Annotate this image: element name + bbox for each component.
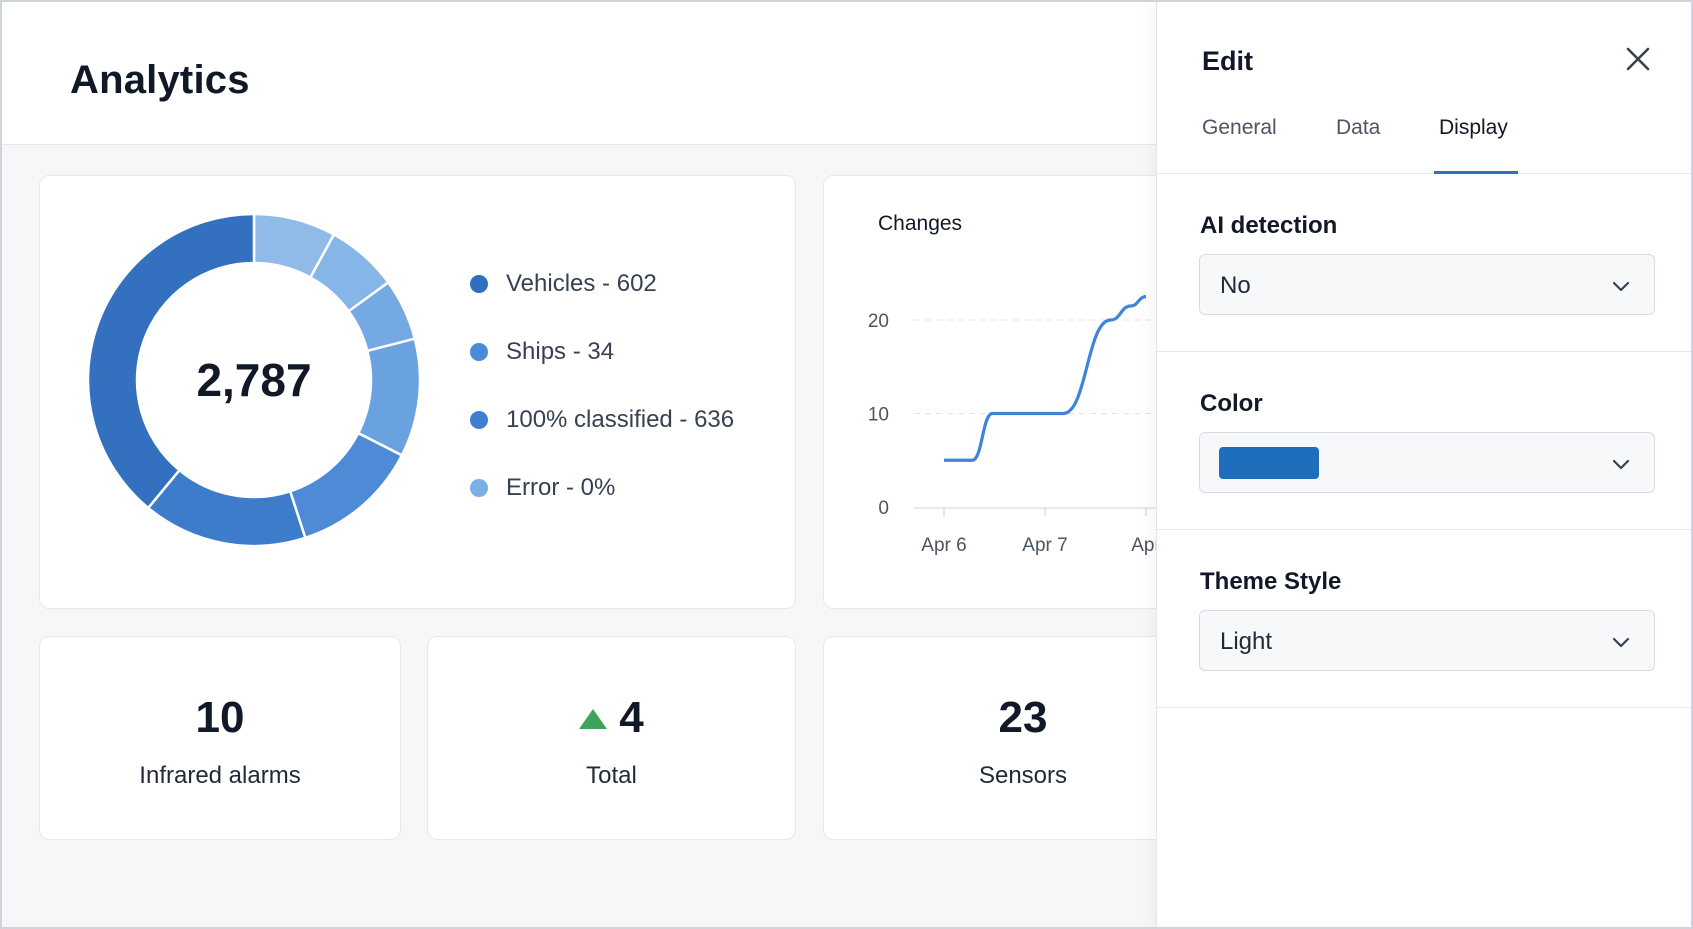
legend-dot-icon [470, 343, 488, 361]
tab-display[interactable]: Display [1439, 116, 1508, 139]
theme-style-section: Theme Style Light [1157, 530, 1691, 708]
select-value: Light [1220, 628, 1273, 655]
x-tick-label: Apr [1131, 535, 1161, 556]
legend-dot-icon [470, 411, 488, 429]
y-tick-label: 10 [868, 405, 889, 426]
close-icon[interactable] [1623, 44, 1653, 74]
legend-label: 100% classified - 636 [506, 406, 735, 433]
page-header: Analytics [2, 2, 1158, 145]
legend-label: Vehicles - 602 [506, 270, 657, 297]
panel-tabs: General Data Display [1157, 102, 1691, 174]
donut-segment [86, 212, 256, 510]
chevron-down-icon [1612, 459, 1630, 470]
panel-title: Edit [1202, 46, 1253, 76]
color-select[interactable] [1199, 432, 1655, 493]
x-tick-label: Apr 6 [921, 535, 966, 556]
theme-style-label: Theme Style [1200, 568, 1342, 595]
donut-total: 2,787 [196, 354, 312, 406]
donut-chart [86, 212, 422, 548]
y-tick-label: 20 [868, 311, 889, 332]
series-line [943, 295, 1147, 462]
color-section: Color [1157, 352, 1691, 530]
kpi-value-row: 10 [40, 693, 400, 743]
legend-item-error: Error - 0% [470, 454, 734, 522]
legend-item-vehicles: Vehicles - 602 [470, 250, 734, 318]
kpi-value-row: 4 [428, 693, 795, 743]
ai-detection-select[interactable]: No [1199, 254, 1655, 315]
legend-dot-icon [470, 479, 488, 497]
kpi-value: 4 [619, 693, 644, 742]
donut-legend: Vehicles - 602 Ships - 34 100% classifie… [470, 250, 734, 522]
legend-label: Ships - 34 [506, 338, 615, 365]
chevron-down-icon [1612, 281, 1630, 292]
active-tab-indicator [1434, 171, 1518, 174]
legend-item-ships: Ships - 34 [470, 318, 734, 386]
theme-style-select[interactable]: Light [1199, 610, 1655, 671]
ai-detection-label: AI detection [1200, 212, 1338, 239]
trend-up-icon [579, 709, 608, 729]
select-value: No [1220, 272, 1251, 299]
kpi-label: Sensors [978, 762, 1068, 789]
y-tick-label: 0 [878, 498, 889, 519]
kpi-card-total[interactable]: 4 Total [427, 636, 796, 840]
kpi-value-row: 23 [824, 693, 1222, 743]
kpi-label: Infrared alarms [139, 762, 301, 789]
chevron-down-icon [1612, 637, 1630, 648]
kpi-card-infrared-alarms[interactable]: 10 Infrared alarms [39, 636, 401, 840]
ai-detection-section: AI detection No [1157, 174, 1691, 352]
tab-general[interactable]: General [1202, 116, 1277, 139]
chart-title: Changes [878, 212, 963, 235]
kpi-value: 23 [998, 693, 1048, 742]
color-label: Color [1200, 390, 1263, 417]
tab-data[interactable]: Data [1336, 116, 1381, 139]
donut-chart-card: 2,787 Vehicles - 602 Ships - 34 100% cla… [39, 175, 796, 609]
kpi-label: Total [586, 762, 637, 789]
edit-panel: Edit General Data Display AI detection N… [1156, 2, 1691, 927]
legend-item-classified: 100% classified - 636 [470, 386, 734, 454]
page-title: Analytics [70, 58, 250, 102]
legend-label: Error - 0% [506, 474, 616, 501]
legend-dot-icon [470, 275, 488, 293]
x-tick-label: Apr 7 [1022, 535, 1067, 556]
kpi-value: 10 [195, 693, 245, 742]
color-swatch [1219, 447, 1319, 479]
